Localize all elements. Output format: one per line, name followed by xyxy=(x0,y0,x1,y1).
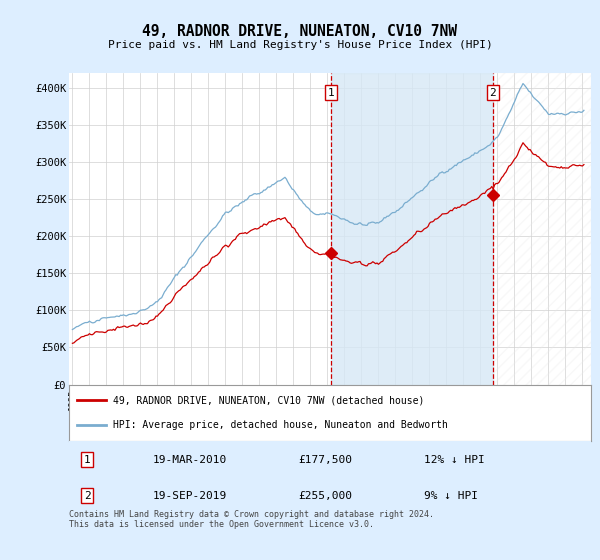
Text: HPI: Average price, detached house, Nuneaton and Bedworth: HPI: Average price, detached house, Nune… xyxy=(113,421,448,430)
Text: £177,500: £177,500 xyxy=(299,455,353,465)
Text: 2: 2 xyxy=(490,88,496,97)
Text: Price paid vs. HM Land Registry's House Price Index (HPI): Price paid vs. HM Land Registry's House … xyxy=(107,40,493,50)
Text: 19-MAR-2010: 19-MAR-2010 xyxy=(152,455,227,465)
Text: 9% ↓ HPI: 9% ↓ HPI xyxy=(424,491,478,501)
Text: 49, RADNOR DRIVE, NUNEATON, CV10 7NW (detached house): 49, RADNOR DRIVE, NUNEATON, CV10 7NW (de… xyxy=(113,395,425,405)
Bar xyxy=(331,73,493,385)
Text: Contains HM Land Registry data © Crown copyright and database right 2024.
This d: Contains HM Land Registry data © Crown c… xyxy=(69,510,434,529)
Text: 2: 2 xyxy=(84,491,91,501)
Text: 49, RADNOR DRIVE, NUNEATON, CV10 7NW: 49, RADNOR DRIVE, NUNEATON, CV10 7NW xyxy=(143,24,458,39)
Text: 1: 1 xyxy=(84,455,91,465)
Text: 12% ↓ HPI: 12% ↓ HPI xyxy=(424,455,485,465)
Bar xyxy=(493,73,591,385)
Text: £255,000: £255,000 xyxy=(299,491,353,501)
Text: 1: 1 xyxy=(328,88,335,97)
Text: 19-SEP-2019: 19-SEP-2019 xyxy=(152,491,227,501)
